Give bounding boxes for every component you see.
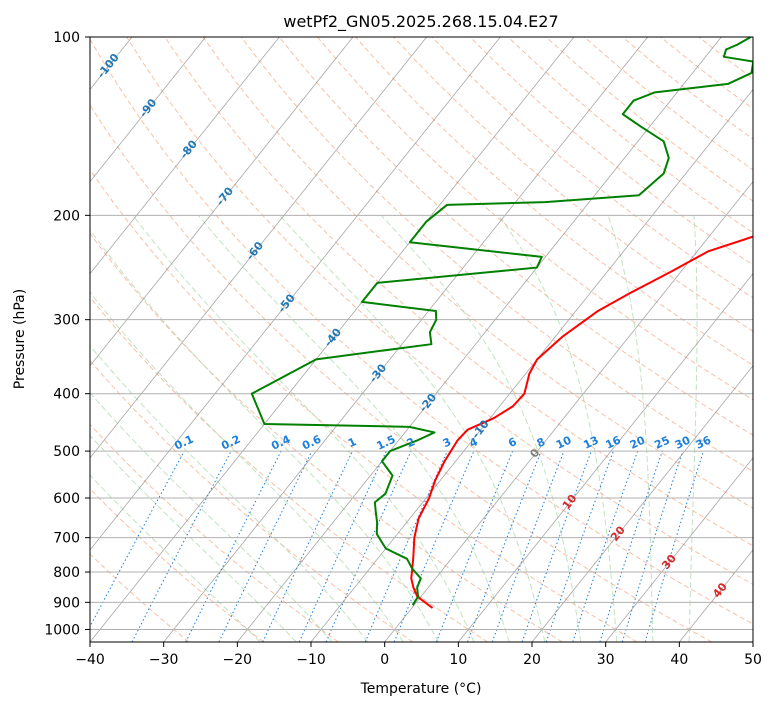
- x-tick-label: −20: [223, 652, 253, 668]
- dry-adiabat: [90, 423, 339, 642]
- dry-adiabats: [90, 37, 753, 642]
- y-tick-label: 1000: [44, 622, 80, 638]
- x-tick-label: 20: [523, 652, 541, 668]
- mixing-ratio-line: [90, 450, 185, 628]
- sounding-series: [250, 37, 753, 609]
- mixing-ratio-label: 13: [581, 434, 600, 452]
- moist-adiabat: [688, 215, 698, 642]
- dry-adiabat: [164, 37, 753, 547]
- mixing-ratio-line: [621, 450, 684, 642]
- chart-title: wetPf2_GN05.2025.268.15.04.E27: [283, 12, 558, 32]
- x-axis-title: Temperature (°C): [360, 681, 482, 697]
- mixing-ratio-label: 30: [673, 433, 693, 451]
- dry-adiabat: [90, 38, 753, 625]
- moist-adiabat: [197, 215, 510, 642]
- y-tick-label: 900: [53, 595, 80, 611]
- moist-adiabat: [90, 392, 333, 642]
- x-tick-label: 50: [744, 652, 762, 668]
- x-tick-label: 0: [380, 652, 389, 668]
- y-tick-label: 300: [53, 313, 80, 329]
- mixing-ratio-label: 16: [604, 433, 624, 451]
- x-tick-label: 40: [670, 652, 688, 668]
- mixing-ratio-line: [545, 450, 614, 642]
- moist-adiabat: [380, 215, 582, 642]
- y-tick-label: 100: [53, 30, 80, 46]
- isotherm: [90, 37, 427, 459]
- isotherm: [163, 37, 648, 642]
- dry-adiabat: [431, 37, 753, 299]
- isotherm: [605, 457, 753, 642]
- moist-adiabat: [607, 215, 654, 642]
- isotherm: [90, 37, 354, 367]
- moist-adiabat: [90, 229, 439, 642]
- isotherm: [90, 37, 206, 183]
- y-axis-title: Pressure (hPa): [12, 289, 28, 389]
- mixing-ratio-line: [491, 450, 565, 642]
- mixing-ratio-line: [435, 450, 514, 642]
- mixing-ratio-line: [325, 450, 412, 642]
- mixing-ratio-line: [599, 450, 663, 642]
- moist-adiabat: [279, 215, 546, 642]
- x-axis-ticks: −40 −30 −20 −10 0 10 20 30 40 50: [75, 642, 762, 668]
- mixing-ratio-line: [572, 450, 639, 642]
- dry-adiabat: [90, 553, 190, 642]
- moist-adiabats: [90, 215, 698, 642]
- x-tick-label: 10: [449, 652, 467, 668]
- isotherm: [310, 88, 753, 642]
- y-tick-label: 500: [53, 444, 80, 460]
- mixing-ratio-label: 25: [652, 434, 671, 452]
- isotherm: [384, 180, 753, 642]
- dry-adiabat: [393, 37, 753, 332]
- x-tick-label: −30: [149, 652, 179, 668]
- isotherm: [237, 37, 722, 642]
- y-tick-label: 700: [53, 531, 80, 547]
- mixing-ratio-line: [467, 450, 542, 642]
- dry-adiabat: [90, 488, 264, 642]
- plot-background: [90, 37, 753, 642]
- y-tick-label: 800: [53, 565, 80, 581]
- y-tick-label: 200: [53, 208, 80, 224]
- mixing-ratio-line: [185, 450, 282, 642]
- mixing-ratio-label: 36: [694, 433, 714, 451]
- isotherms: [90, 37, 753, 642]
- isotherm: [90, 37, 280, 275]
- pressure-gridlines: [90, 37, 753, 630]
- y-tick-label: 600: [53, 491, 80, 507]
- moist-adiabat: [498, 215, 618, 642]
- isotherm: [458, 273, 753, 642]
- dry-adiabat: [240, 37, 753, 472]
- moist-adiabat: [90, 344, 369, 642]
- dry-adiabat: [90, 104, 712, 642]
- dry-adiabat: [278, 37, 753, 436]
- moist-adiabat: [90, 291, 404, 642]
- dry-adiabat: [90, 296, 488, 642]
- mixing-ratio-lines: [90, 450, 705, 642]
- x-tick-label: −10: [296, 652, 326, 668]
- dry-adiabat: [90, 168, 638, 642]
- mixing-ratio-line: [521, 450, 592, 642]
- temperature-line: [410, 235, 753, 609]
- mixing-ratio-line: [364, 450, 448, 642]
- y-axis-ticks: 100 200 300 400 500 600 700 800 900 1000: [44, 30, 90, 638]
- y-tick-label: 400: [53, 387, 80, 403]
- isotherm: [90, 37, 575, 642]
- isotherm: [90, 37, 501, 551]
- moist-adiabat: [90, 474, 261, 642]
- x-tick-label: −40: [75, 652, 105, 668]
- dry-adiabat: [202, 37, 753, 509]
- moist-adiabat: [90, 434, 297, 642]
- x-tick-label: 30: [597, 652, 615, 668]
- dewpoint-line: [250, 37, 753, 606]
- mixing-ratio-label: 10: [554, 433, 574, 451]
- mixing-ratio-label: 20: [628, 433, 648, 451]
- isotherm: [531, 365, 753, 642]
- plot-frame: [89, 36, 754, 643]
- moist-adiabat: [132, 215, 475, 642]
